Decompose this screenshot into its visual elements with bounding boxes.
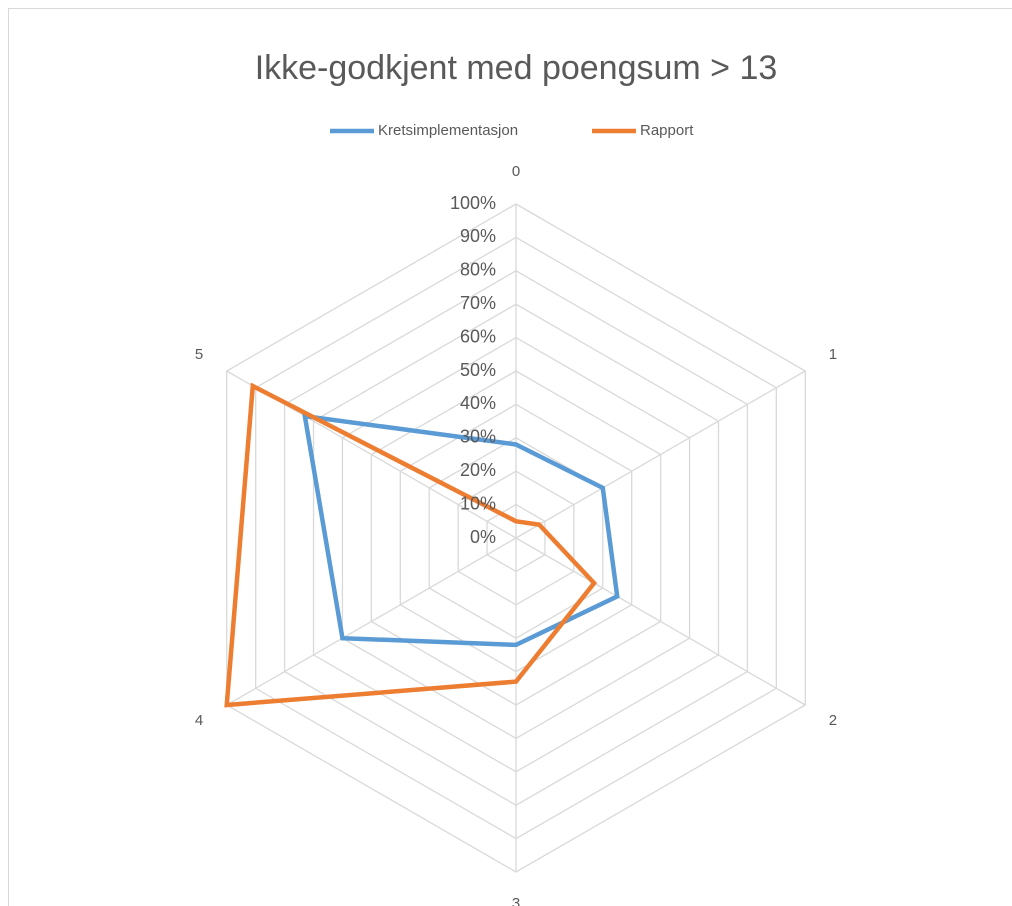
y-tick-label: 30% — [460, 427, 496, 447]
category-label: 3 — [512, 895, 520, 906]
y-tick-label: 0% — [470, 527, 496, 547]
y-tick-label: 80% — [460, 260, 496, 280]
y-tick-label: 90% — [460, 226, 496, 246]
category-label: 0 — [512, 163, 520, 180]
y-tick-label: 20% — [460, 460, 496, 480]
series-line — [224, 382, 598, 708]
chart-frame — [8, 8, 1012, 906]
series-line — [302, 413, 620, 648]
legend-label: Rapport — [640, 122, 694, 139]
category-label: 4 — [195, 712, 203, 729]
y-tick-label: 60% — [460, 326, 496, 346]
category-label: 1 — [829, 346, 837, 363]
y-tick-label: 40% — [460, 393, 496, 413]
chart-title: Ikke-godkjent med poengsum > 13 — [255, 49, 778, 87]
y-tick-label: 70% — [460, 293, 496, 313]
legend-label: Kretsimplementasjon — [378, 122, 518, 139]
y-tick-label: 10% — [460, 493, 496, 513]
spoke — [515, 537, 806, 706]
category-label: 5 — [195, 346, 203, 363]
spoke — [226, 537, 517, 706]
y-tick-label: 100% — [450, 193, 496, 213]
y-tick-label: 50% — [460, 360, 496, 380]
spoke — [515, 370, 806, 539]
category-label: 2 — [829, 712, 837, 729]
